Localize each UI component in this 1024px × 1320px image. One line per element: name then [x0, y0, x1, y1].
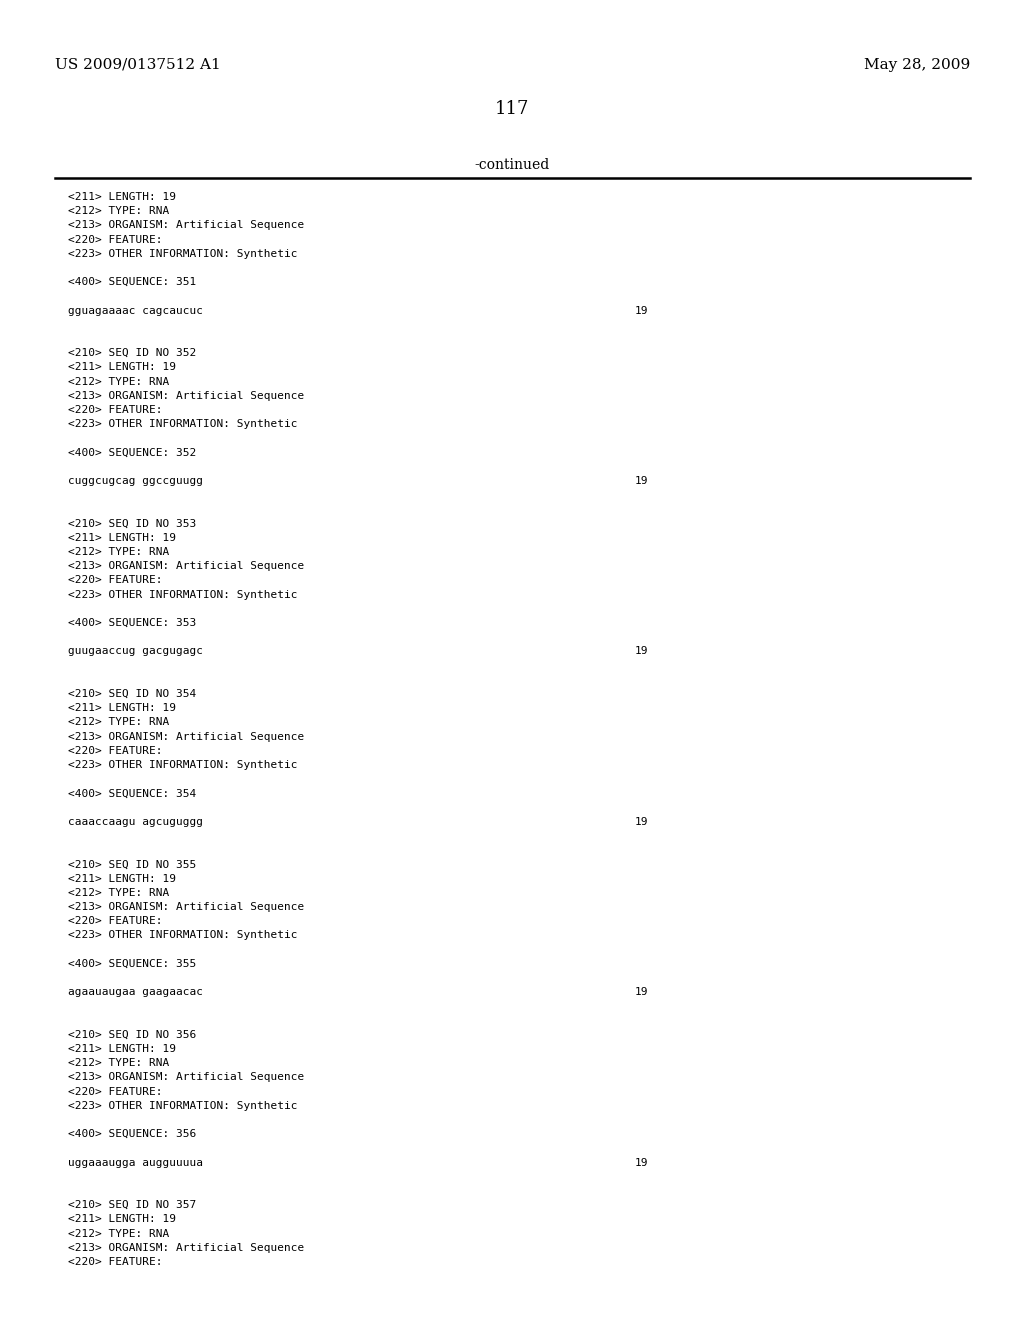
- Text: <400> SEQUENCE: 353: <400> SEQUENCE: 353: [68, 618, 197, 628]
- Text: <212> TYPE: RNA: <212> TYPE: RNA: [68, 546, 169, 557]
- Text: uggaaaugga augguuuua: uggaaaugga augguuuua: [68, 1158, 203, 1168]
- Text: 19: 19: [635, 817, 648, 826]
- Text: <212> TYPE: RNA: <212> TYPE: RNA: [68, 1059, 169, 1068]
- Text: <210> SEQ ID NO 356: <210> SEQ ID NO 356: [68, 1030, 197, 1040]
- Text: <223> OTHER INFORMATION: Synthetic: <223> OTHER INFORMATION: Synthetic: [68, 1101, 298, 1111]
- Text: 19: 19: [635, 306, 648, 315]
- Text: <210> SEQ ID NO 353: <210> SEQ ID NO 353: [68, 519, 197, 528]
- Text: <213> ORGANISM: Artificial Sequence: <213> ORGANISM: Artificial Sequence: [68, 1072, 304, 1082]
- Text: <211> LENGTH: 19: <211> LENGTH: 19: [68, 704, 176, 713]
- Text: <212> TYPE: RNA: <212> TYPE: RNA: [68, 717, 169, 727]
- Text: <212> TYPE: RNA: <212> TYPE: RNA: [68, 1229, 169, 1238]
- Text: caaaccaagu agcuguggg: caaaccaagu agcuguggg: [68, 817, 203, 826]
- Text: agaauaugaa gaagaacac: agaauaugaa gaagaacac: [68, 987, 203, 997]
- Text: <400> SEQUENCE: 356: <400> SEQUENCE: 356: [68, 1129, 197, 1139]
- Text: <213> ORGANISM: Artificial Sequence: <213> ORGANISM: Artificial Sequence: [68, 1243, 304, 1253]
- Text: <400> SEQUENCE: 352: <400> SEQUENCE: 352: [68, 447, 197, 458]
- Text: gguagaaaac cagcaucuc: gguagaaaac cagcaucuc: [68, 306, 203, 315]
- Text: cuggcugcag ggccguugg: cuggcugcag ggccguugg: [68, 477, 203, 486]
- Text: <223> OTHER INFORMATION: Synthetic: <223> OTHER INFORMATION: Synthetic: [68, 931, 298, 940]
- Text: <210> SEQ ID NO 355: <210> SEQ ID NO 355: [68, 859, 197, 870]
- Text: <213> ORGANISM: Artificial Sequence: <213> ORGANISM: Artificial Sequence: [68, 220, 304, 231]
- Text: 19: 19: [635, 1158, 648, 1168]
- Text: <400> SEQUENCE: 351: <400> SEQUENCE: 351: [68, 277, 197, 288]
- Text: <223> OTHER INFORMATION: Synthetic: <223> OTHER INFORMATION: Synthetic: [68, 420, 298, 429]
- Text: -continued: -continued: [474, 158, 550, 172]
- Text: <211> LENGTH: 19: <211> LENGTH: 19: [68, 191, 176, 202]
- Text: 19: 19: [635, 647, 648, 656]
- Text: <210> SEQ ID NO 357: <210> SEQ ID NO 357: [68, 1200, 197, 1210]
- Text: <400> SEQUENCE: 354: <400> SEQUENCE: 354: [68, 788, 197, 799]
- Text: <400> SEQUENCE: 355: <400> SEQUENCE: 355: [68, 958, 197, 969]
- Text: <223> OTHER INFORMATION: Synthetic: <223> OTHER INFORMATION: Synthetic: [68, 248, 298, 259]
- Text: <213> ORGANISM: Artificial Sequence: <213> ORGANISM: Artificial Sequence: [68, 561, 304, 572]
- Text: <211> LENGTH: 19: <211> LENGTH: 19: [68, 1214, 176, 1225]
- Text: May 28, 2009: May 28, 2009: [864, 58, 970, 73]
- Text: <220> FEATURE:: <220> FEATURE:: [68, 235, 163, 244]
- Text: <213> ORGANISM: Artificial Sequence: <213> ORGANISM: Artificial Sequence: [68, 391, 304, 401]
- Text: <220> FEATURE:: <220> FEATURE:: [68, 916, 163, 927]
- Text: 19: 19: [635, 987, 648, 997]
- Text: <220> FEATURE:: <220> FEATURE:: [68, 1086, 163, 1097]
- Text: <211> LENGTH: 19: <211> LENGTH: 19: [68, 363, 176, 372]
- Text: <211> LENGTH: 19: <211> LENGTH: 19: [68, 874, 176, 883]
- Text: US 2009/0137512 A1: US 2009/0137512 A1: [55, 58, 221, 73]
- Text: <210> SEQ ID NO 354: <210> SEQ ID NO 354: [68, 689, 197, 700]
- Text: <211> LENGTH: 19: <211> LENGTH: 19: [68, 533, 176, 543]
- Text: <213> ORGANISM: Artificial Sequence: <213> ORGANISM: Artificial Sequence: [68, 731, 304, 742]
- Text: <220> FEATURE:: <220> FEATURE:: [68, 1257, 163, 1267]
- Text: <212> TYPE: RNA: <212> TYPE: RNA: [68, 376, 169, 387]
- Text: 117: 117: [495, 100, 529, 117]
- Text: guugaaccug gacgugagc: guugaaccug gacgugagc: [68, 647, 203, 656]
- Text: 19: 19: [635, 477, 648, 486]
- Text: <213> ORGANISM: Artificial Sequence: <213> ORGANISM: Artificial Sequence: [68, 902, 304, 912]
- Text: <220> FEATURE:: <220> FEATURE:: [68, 746, 163, 756]
- Text: <220> FEATURE:: <220> FEATURE:: [68, 405, 163, 414]
- Text: <212> TYPE: RNA: <212> TYPE: RNA: [68, 206, 169, 216]
- Text: <212> TYPE: RNA: <212> TYPE: RNA: [68, 888, 169, 898]
- Text: <223> OTHER INFORMATION: Synthetic: <223> OTHER INFORMATION: Synthetic: [68, 590, 298, 599]
- Text: <211> LENGTH: 19: <211> LENGTH: 19: [68, 1044, 176, 1053]
- Text: <223> OTHER INFORMATION: Synthetic: <223> OTHER INFORMATION: Synthetic: [68, 760, 298, 770]
- Text: <210> SEQ ID NO 352: <210> SEQ ID NO 352: [68, 348, 197, 358]
- Text: <220> FEATURE:: <220> FEATURE:: [68, 576, 163, 585]
